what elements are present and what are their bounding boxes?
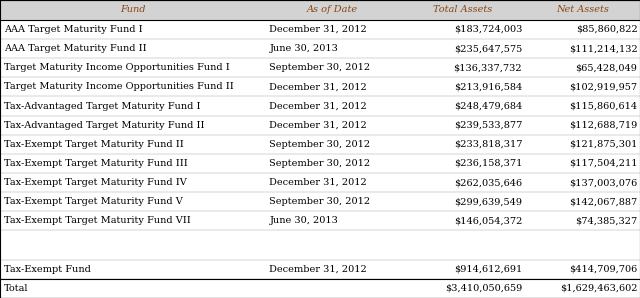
- Text: June 30, 2013: June 30, 2013: [269, 216, 339, 225]
- Bar: [0, 279, 640, 298]
- Text: $137,003,076: $137,003,076: [569, 178, 637, 187]
- Text: $236,158,371: $236,158,371: [454, 159, 522, 168]
- Text: $85,860,822: $85,860,822: [576, 25, 637, 34]
- Text: $1,629,463,602: $1,629,463,602: [560, 284, 637, 293]
- Bar: [0, 154, 640, 173]
- Text: $914,612,691: $914,612,691: [454, 265, 522, 274]
- Text: $183,724,003: $183,724,003: [454, 25, 522, 34]
- Text: Total: Total: [4, 284, 28, 293]
- Bar: [0, 20, 640, 39]
- Text: $239,533,877: $239,533,877: [454, 121, 522, 130]
- Text: Tax-Advantaged Target Maturity Fund I: Tax-Advantaged Target Maturity Fund I: [4, 102, 200, 111]
- Text: Tax-Exempt Target Maturity Fund V: Tax-Exempt Target Maturity Fund V: [4, 197, 182, 206]
- Text: $102,919,957: $102,919,957: [570, 82, 637, 91]
- Text: $142,067,887: $142,067,887: [569, 197, 637, 206]
- Text: Tax-Advantaged Target Maturity Fund II: Tax-Advantaged Target Maturity Fund II: [4, 121, 204, 130]
- Text: $146,054,372: $146,054,372: [454, 216, 522, 225]
- Bar: [0, 116, 640, 135]
- Text: Target Maturity Income Opportunities Fund II: Target Maturity Income Opportunities Fun…: [4, 82, 234, 91]
- Text: $299,639,549: $299,639,549: [454, 197, 522, 206]
- Text: September 30, 2012: September 30, 2012: [269, 63, 371, 72]
- Text: Fund: Fund: [120, 5, 145, 15]
- Text: September 30, 2012: September 30, 2012: [269, 197, 371, 206]
- Bar: [0, 77, 640, 97]
- Text: Target Maturity Income Opportunities Fund I: Target Maturity Income Opportunities Fun…: [4, 63, 230, 72]
- Bar: [0, 135, 640, 154]
- Bar: [0, 97, 640, 116]
- Text: Tax-Exempt Target Maturity Fund II: Tax-Exempt Target Maturity Fund II: [4, 140, 184, 149]
- Text: September 30, 2012: September 30, 2012: [269, 140, 371, 149]
- Bar: [0, 230, 640, 240]
- Text: December 31, 2012: December 31, 2012: [269, 102, 367, 111]
- Bar: [0, 211, 640, 230]
- Text: Tax-Exempt Target Maturity Fund III: Tax-Exempt Target Maturity Fund III: [4, 159, 188, 168]
- Bar: [0, 39, 640, 58]
- Text: Net Assets: Net Assets: [556, 5, 609, 15]
- Text: Total Assets: Total Assets: [433, 5, 492, 15]
- Bar: [0, 260, 640, 279]
- Text: $248,479,684: $248,479,684: [454, 102, 522, 111]
- Text: December 31, 2012: December 31, 2012: [269, 121, 367, 130]
- Bar: [0, 0, 640, 20]
- Text: $3,410,050,659: $3,410,050,659: [445, 284, 522, 293]
- Text: $74,385,327: $74,385,327: [575, 216, 637, 225]
- Text: $213,916,584: $213,916,584: [454, 82, 522, 91]
- Text: June 30, 2013: June 30, 2013: [269, 44, 339, 53]
- Bar: [0, 58, 640, 77]
- Text: Tax-Exempt Fund: Tax-Exempt Fund: [4, 265, 91, 274]
- Text: AAA Target Maturity Fund I: AAA Target Maturity Fund I: [4, 25, 143, 34]
- Text: September 30, 2012: September 30, 2012: [269, 159, 371, 168]
- Text: $117,504,211: $117,504,211: [569, 159, 637, 168]
- Text: Tax-Exempt Target Maturity Fund IV: Tax-Exempt Target Maturity Fund IV: [4, 178, 187, 187]
- Text: $121,875,301: $121,875,301: [569, 140, 637, 149]
- Text: $262,035,646: $262,035,646: [454, 178, 522, 187]
- Text: $136,337,732: $136,337,732: [454, 63, 522, 72]
- Text: December 31, 2012: December 31, 2012: [269, 25, 367, 34]
- Text: $414,709,706: $414,709,706: [569, 265, 637, 274]
- Text: December 31, 2012: December 31, 2012: [269, 178, 367, 187]
- Bar: [0, 173, 640, 192]
- Text: December 31, 2012: December 31, 2012: [269, 265, 367, 274]
- Text: $65,428,049: $65,428,049: [575, 63, 637, 72]
- Text: $111,214,132: $111,214,132: [569, 44, 637, 53]
- Text: December 31, 2012: December 31, 2012: [269, 82, 367, 91]
- Text: As of Date: As of Date: [307, 5, 358, 15]
- Text: AAA Target Maturity Fund II: AAA Target Maturity Fund II: [4, 44, 147, 53]
- Text: $112,688,719: $112,688,719: [569, 121, 637, 130]
- Bar: [0, 192, 640, 211]
- Text: $233,818,317: $233,818,317: [454, 140, 522, 149]
- Text: $235,647,575: $235,647,575: [454, 44, 522, 53]
- Bar: [0, 240, 640, 260]
- Text: $115,860,614: $115,860,614: [570, 102, 637, 111]
- Text: Tax-Exempt Target Maturity Fund VII: Tax-Exempt Target Maturity Fund VII: [4, 216, 191, 225]
